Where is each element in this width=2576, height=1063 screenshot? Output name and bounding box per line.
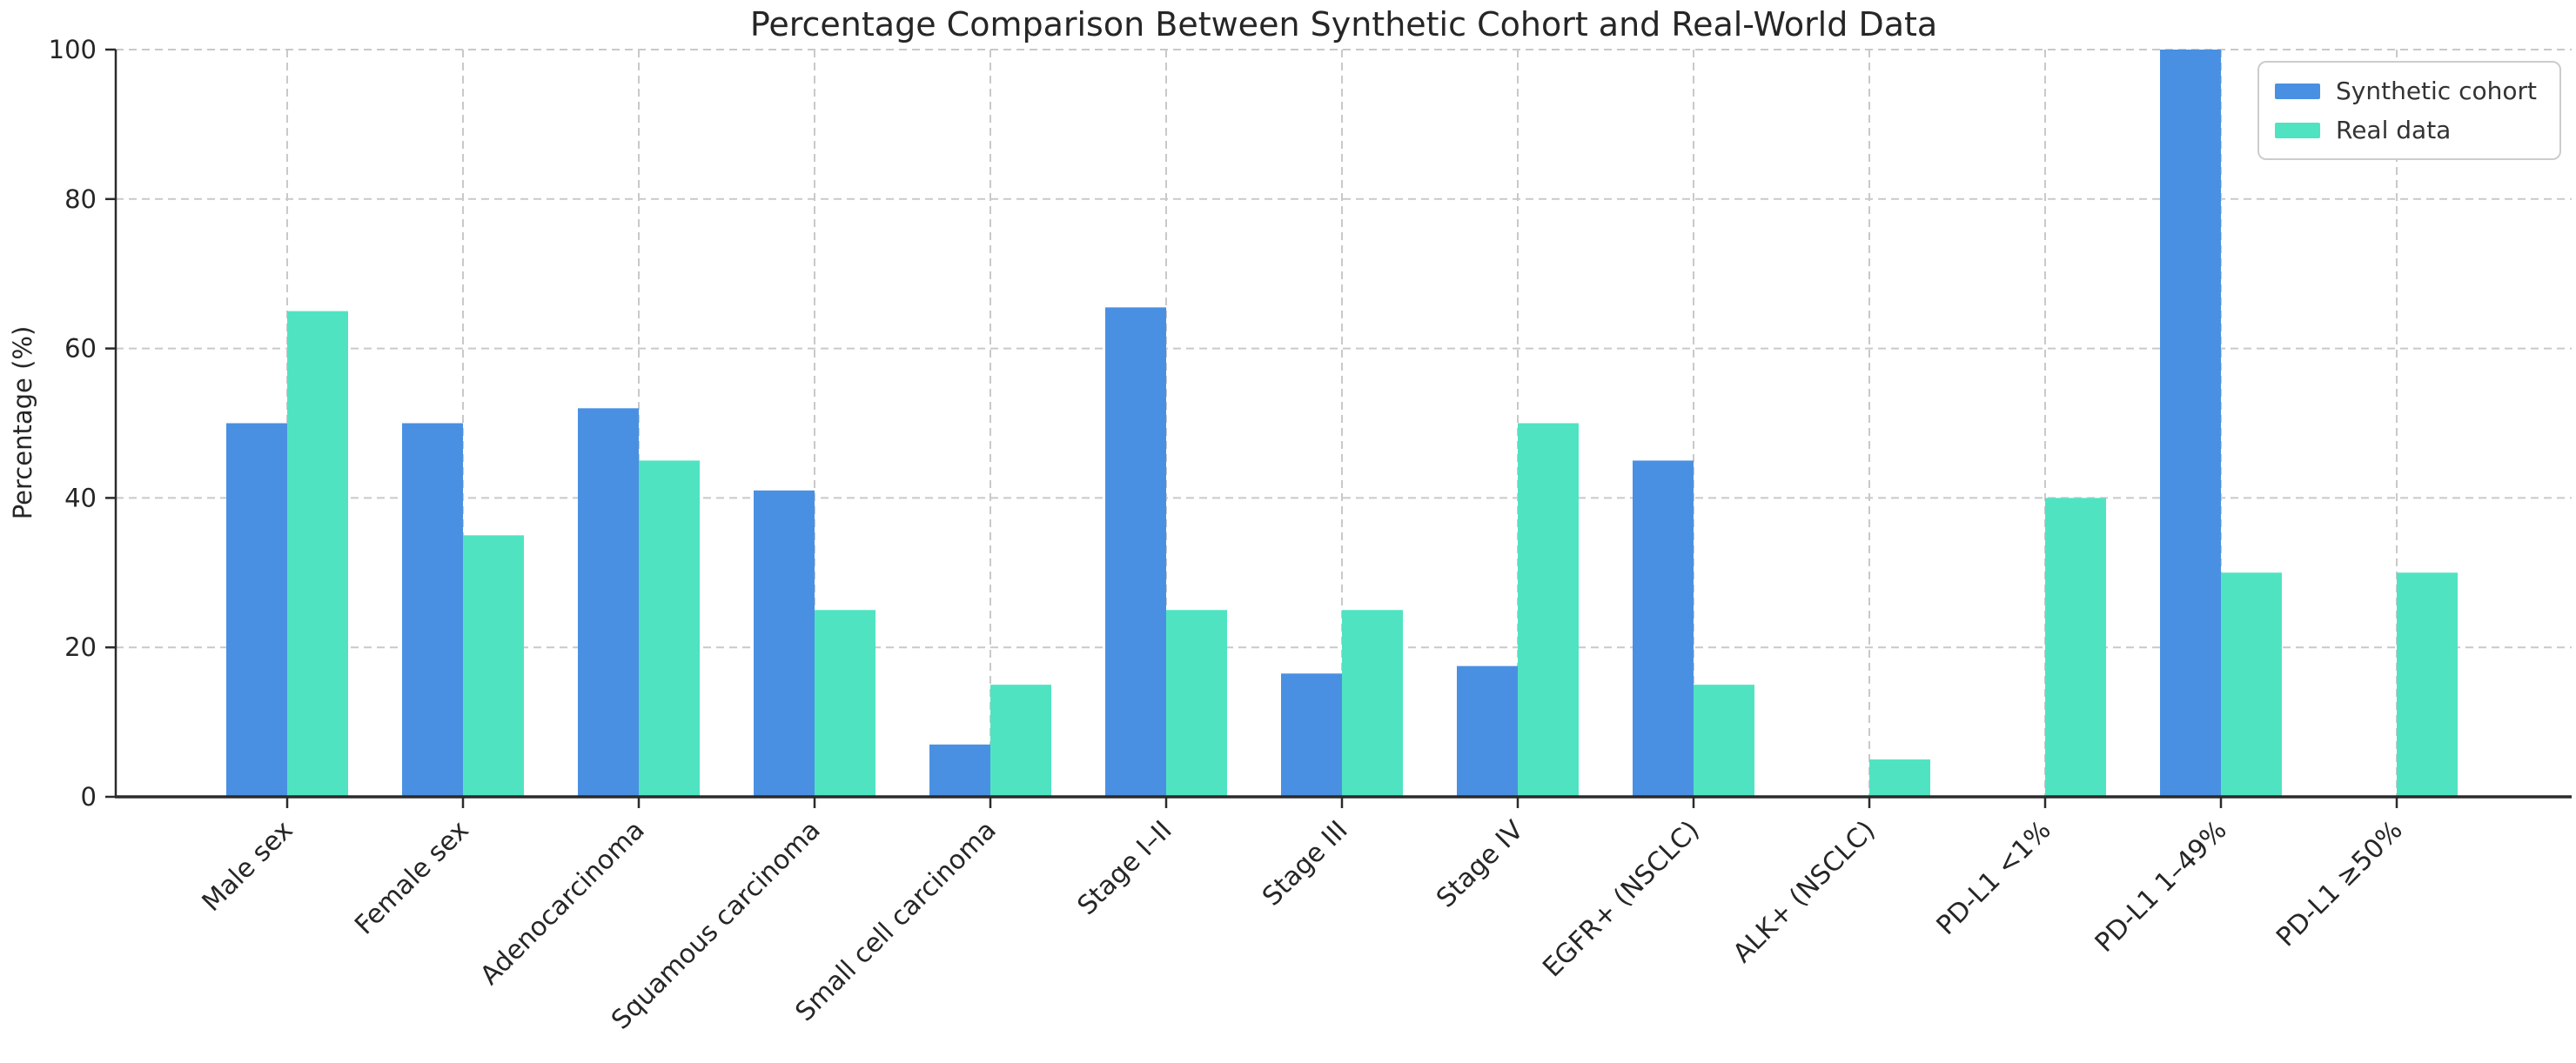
x-tick-label: Adenocarcinoma <box>474 815 650 991</box>
y-tick-label: 0 <box>81 782 97 812</box>
x-tick-label: Male sex <box>197 815 299 918</box>
y-tick-label: 40 <box>64 483 97 512</box>
x-tick-label: PD-L1 1–49% <box>2090 815 2233 959</box>
x-tick-label: PD-L1 <1% <box>1931 815 2057 941</box>
x-tick-label: EGFR+ (NSCLC) <box>1537 815 1705 983</box>
bar-real-0 <box>287 311 348 797</box>
bar-synthetic-7 <box>1457 665 1518 797</box>
y-tick-label: 60 <box>64 334 97 364</box>
bar-real-12 <box>2397 572 2458 797</box>
legend-label-real: Real data <box>2336 116 2452 144</box>
bar-real-3 <box>815 610 875 797</box>
bar-synthetic-5 <box>1105 307 1166 798</box>
y-axis-title: Percentage (%) <box>8 325 37 520</box>
bar-real-10 <box>2045 498 2106 797</box>
legend-entry-real: Real data <box>2275 116 2537 144</box>
y-tick-label: 20 <box>64 632 97 662</box>
bar-real-4 <box>990 685 1051 797</box>
bar-real-5 <box>1166 610 1227 797</box>
legend: Synthetic cohort Real data <box>2257 61 2561 160</box>
chart-title: Percentage Comparison Between Synthetic … <box>749 5 1938 43</box>
y-tick-label: 80 <box>64 184 97 214</box>
bar-real-11 <box>2221 572 2282 797</box>
x-tick-label: Stage IV <box>1431 815 1530 914</box>
legend-label-synthetic: Synthetic cohort <box>2336 77 2537 105</box>
legend-swatch-synthetic <box>2275 83 2320 99</box>
bar-real-9 <box>1869 759 1930 797</box>
bar-synthetic-0 <box>226 423 287 797</box>
x-tick-label: Small cell carcinoma <box>789 815 1002 1027</box>
bar-synthetic-4 <box>929 744 990 797</box>
bar-real-1 <box>463 535 524 797</box>
bar-synthetic-2 <box>578 408 639 797</box>
bar-real-7 <box>1518 423 1579 797</box>
bar-real-8 <box>1694 685 1754 797</box>
legend-swatch-real <box>2275 122 2320 138</box>
legend-entry-synthetic: Synthetic cohort <box>2275 77 2537 105</box>
y-tick-label: 100 <box>49 35 97 64</box>
bar-synthetic-3 <box>754 490 815 797</box>
bar-synthetic-1 <box>402 423 463 797</box>
x-tick-label: Female sex <box>349 815 474 940</box>
x-tick-label: ALK+ (NSCLC) <box>1727 815 1882 969</box>
x-tick-label: PD-L1 ≥50% <box>2271 815 2409 953</box>
bar-synthetic-6 <box>1281 673 1342 797</box>
x-tick-label: Stage III <box>1257 815 1354 913</box>
bar-real-2 <box>639 460 700 797</box>
bar-synthetic-8 <box>1633 460 1694 797</box>
bar-synthetic-11 <box>2160 50 2221 797</box>
bar-real-6 <box>1342 610 1403 797</box>
x-tick-label: Stage I–II <box>1071 815 1177 921</box>
